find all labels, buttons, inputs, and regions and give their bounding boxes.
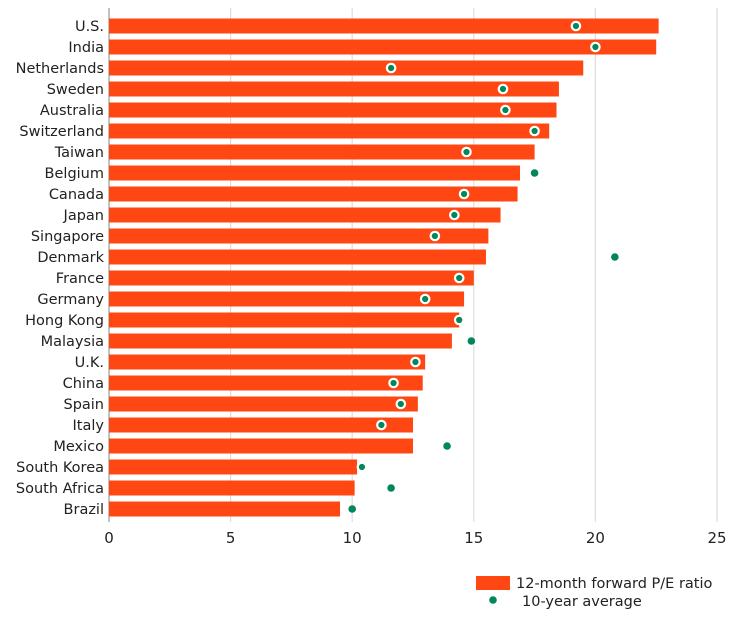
category-label: Mexico (53, 439, 104, 455)
bar (109, 123, 550, 139)
bar (109, 480, 355, 496)
average-dot (453, 272, 465, 284)
average-dot (385, 62, 397, 74)
bar (109, 375, 423, 391)
average-dot (611, 253, 619, 261)
category-label: Netherlands (16, 61, 104, 77)
legend-swatch-dot (489, 596, 497, 604)
category-label: Japan (63, 208, 104, 224)
bars (109, 18, 659, 517)
bar (109, 354, 426, 370)
average-dot (356, 461, 368, 473)
bar (109, 102, 557, 118)
legend-label-bar: 12-month forward P/E ratio (516, 576, 713, 592)
average-dot (453, 314, 465, 326)
average-dot (449, 209, 460, 221)
category-label: South Korea (16, 460, 104, 476)
bar (109, 39, 657, 55)
average-dot (388, 377, 399, 389)
average-dot (429, 230, 441, 242)
bar (109, 270, 474, 286)
average-dot (467, 337, 476, 345)
average-dot (387, 484, 395, 492)
category-label: Taiwan (54, 145, 104, 161)
bar (109, 249, 486, 265)
category-label: U.S. (75, 19, 104, 35)
bar (109, 438, 413, 454)
legend-swatch-bar (476, 576, 510, 590)
x-tick-label: 20 (586, 529, 605, 547)
x-tick-label: 10 (343, 529, 362, 547)
bar (109, 60, 584, 76)
bar (109, 165, 521, 181)
x-tick-labels: 0 5 10 15 20 25 (104, 529, 726, 547)
bar (109, 144, 535, 160)
average-dot (590, 41, 601, 53)
category-label: South Africa (16, 481, 104, 497)
category-label: Hong Kong (25, 313, 104, 329)
x-tick-label: 0 (104, 529, 114, 547)
category-label: Switzerland (19, 124, 104, 140)
category-label: U.K. (75, 355, 104, 371)
category-label: Italy (73, 418, 105, 434)
bar (109, 291, 465, 307)
average-dot (458, 188, 470, 200)
average-dot (530, 169, 539, 177)
category-label: Canada (49, 187, 104, 203)
average-dot (443, 442, 451, 450)
bar (109, 228, 489, 244)
category-label: China (63, 376, 104, 392)
category-label: Germany (37, 292, 104, 308)
x-tick-label: 15 (464, 529, 483, 547)
bar (109, 459, 358, 475)
average-dot (500, 104, 511, 116)
average-dot (395, 398, 407, 410)
average-dot (419, 293, 431, 305)
average-dot (376, 419, 387, 431)
category-label: Belgium (45, 166, 104, 182)
bar (109, 18, 659, 34)
category-label: Sweden (47, 82, 104, 98)
average-dot (348, 505, 357, 513)
average-dots (348, 20, 619, 513)
bar (109, 396, 418, 412)
bar (109, 186, 518, 202)
bar (109, 417, 413, 433)
bar (109, 501, 341, 517)
bar (109, 333, 452, 349)
average-dot (529, 125, 540, 137)
x-tick-label: 25 (707, 529, 726, 547)
average-dot (497, 83, 509, 95)
category-labels: U.S. India Netherlands Sweden Australia Switz… (16, 19, 105, 518)
x-tick-label: 5 (226, 529, 236, 547)
average-dot (570, 20, 582, 32)
category-label: Singapore (31, 229, 104, 245)
average-dot (461, 146, 472, 158)
legend-label-dot: 10-year average (522, 594, 642, 610)
category-label: Malaysia (41, 334, 104, 350)
category-label: Brazil (64, 502, 104, 518)
bar (109, 81, 559, 97)
bar (109, 312, 460, 328)
category-label: Denmark (37, 250, 104, 266)
category-label: Australia (40, 103, 104, 119)
category-label: Spain (63, 397, 104, 413)
average-dot (410, 356, 421, 368)
bar (109, 207, 501, 223)
category-label: France (56, 271, 104, 287)
legend: 12-month forward P/E ratio 10-year avera… (476, 576, 713, 610)
category-label: India (68, 40, 104, 56)
